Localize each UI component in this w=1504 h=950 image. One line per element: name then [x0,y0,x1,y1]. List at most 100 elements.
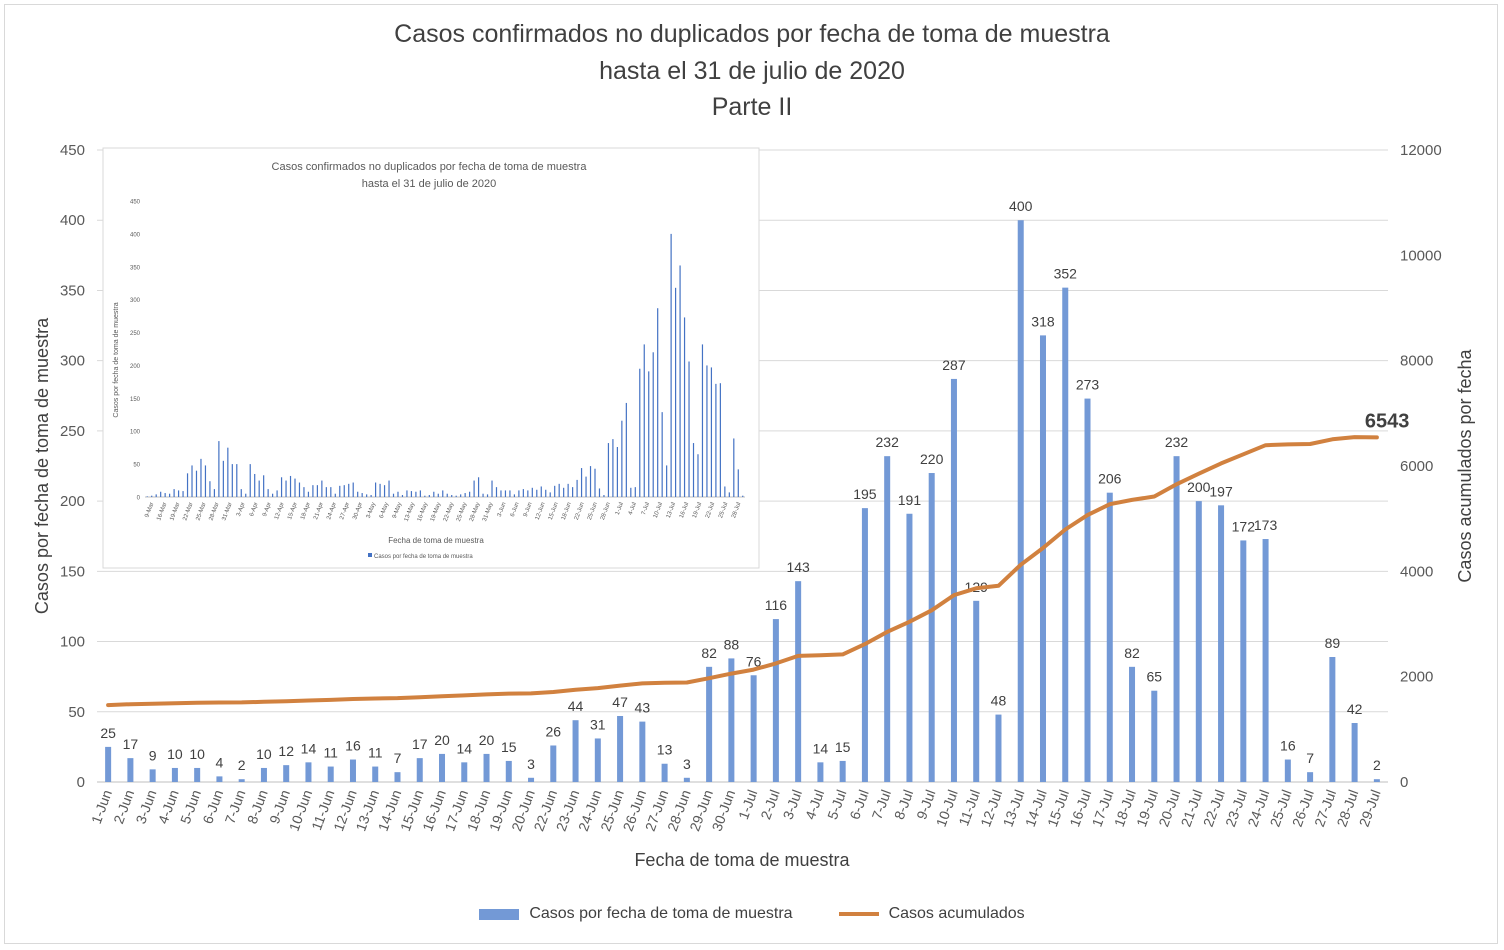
y-left-axis-title: Casos por fecha de toma de muestra [32,317,52,614]
bar [349,759,356,782]
inset-bar [674,287,677,497]
inset-bar [683,317,686,497]
legend-item-bars[interactable]: Casos por fecha de toma de muestra [479,905,793,923]
bar-data-label: 82 [1124,645,1140,661]
inset-x-tick-label: 1-Jul [615,502,625,516]
inset-bar [379,483,381,497]
inset-bar [737,469,739,497]
bar-data-label: 25 [100,725,116,741]
bar-data-label: 191 [898,492,922,508]
bar [1262,539,1269,782]
inset-bar [509,490,511,497]
inset-x-tick-label: 9-Apr [262,502,273,518]
inset-bar [374,482,377,497]
bar [906,513,913,782]
inset-bar [406,490,408,497]
bar-data-label: 273 [1076,377,1100,393]
bar-data-label: 16 [345,738,361,754]
bar-data-label: 11 [368,745,383,761]
bar [1129,666,1136,782]
y-left-tick-label: 350 [60,282,85,299]
bar [1351,723,1358,782]
inset-bar [442,490,444,497]
inset-bar [204,465,207,497]
inset-x-tick-label: 7-Jul [641,502,651,516]
bar-data-label: 2 [238,757,246,773]
inset-x-tick-label: 25-Jul [718,502,729,519]
inset-bar [191,465,193,497]
inset-x-tick-label: 15-Jun [548,502,560,521]
inset-bar [639,368,641,497]
inset-bar [464,493,466,497]
inset-bar [437,493,439,497]
bar [750,675,757,782]
y-left-tick-label: 100 [60,634,85,651]
bar [105,746,112,782]
inset-bar [276,490,278,497]
bar [973,600,980,782]
bar-data-label: 232 [1165,434,1189,450]
bar [617,715,624,782]
bar-data-label: 14 [813,740,829,756]
bar [1218,505,1225,782]
inset-y-tick-label: 300 [130,298,141,304]
bar-data-label: 89 [1325,635,1341,651]
inset-y-tick-label: 350 [130,265,141,271]
y-right-tick-label: 8000 [1400,353,1433,370]
y-left-tick-label: 300 [60,353,85,370]
inset-x-tick-label: 6-Jun [510,502,521,518]
inset-bar [258,480,260,497]
inset-bar [460,494,462,497]
inset-bar [321,480,323,497]
y-right-tick-label: 4000 [1400,563,1433,580]
inset-bar [415,491,417,497]
bar [238,779,245,782]
inset-y-axis-title: Casos por fecha de toma de muestra [113,302,120,417]
bar [127,758,134,782]
inset-bar [697,454,699,497]
bar [1084,398,1091,782]
inset-bar [392,493,395,497]
inset-bar [719,383,721,497]
y-left-tick-label: 450 [60,142,85,159]
inset-bar [724,486,726,497]
bar-data-label: 173 [1254,517,1278,533]
inset-bar [715,383,717,497]
inset-x-tick-label: 9-Jun [523,502,534,518]
bar-data-label: 14 [301,740,317,756]
legend-item-line[interactable]: Casos acumulados [838,905,1025,923]
inset-bar [182,491,184,497]
inset-bar [657,308,659,497]
inset-y-tick-label: 0 [137,496,141,502]
bar-data-label: 11 [323,745,338,761]
bar [1062,287,1069,782]
inset-bar [554,485,556,497]
inset-x-tick-label: 12-Jun [535,502,547,521]
inset-bar [195,470,198,497]
inset-bar [213,489,216,497]
inset-bar [670,233,672,497]
inset-bar [612,439,614,497]
inset-bar [473,480,475,497]
bar-data-label: 12 [278,743,294,759]
bar-data-label: 4 [216,754,224,770]
y-right-tick-label: 0 [1400,774,1408,791]
bar [149,769,156,782]
inset-bar [469,491,471,497]
bar [260,767,267,782]
inset-bar [289,475,292,497]
y-right-tick-label: 12000 [1400,142,1442,159]
inset-bar [688,361,690,497]
bar [928,473,935,782]
inset-x-tick-label: 30-Apr [352,502,364,521]
inset-bar [249,464,251,497]
bar [728,658,735,782]
inset-bar [545,489,547,497]
inset-bar [343,485,345,497]
inset-y-tick-label: 200 [130,364,141,370]
inset-bar [383,485,386,497]
bar [1106,492,1113,782]
inset-bar [388,480,390,497]
inset-bar [294,478,296,497]
